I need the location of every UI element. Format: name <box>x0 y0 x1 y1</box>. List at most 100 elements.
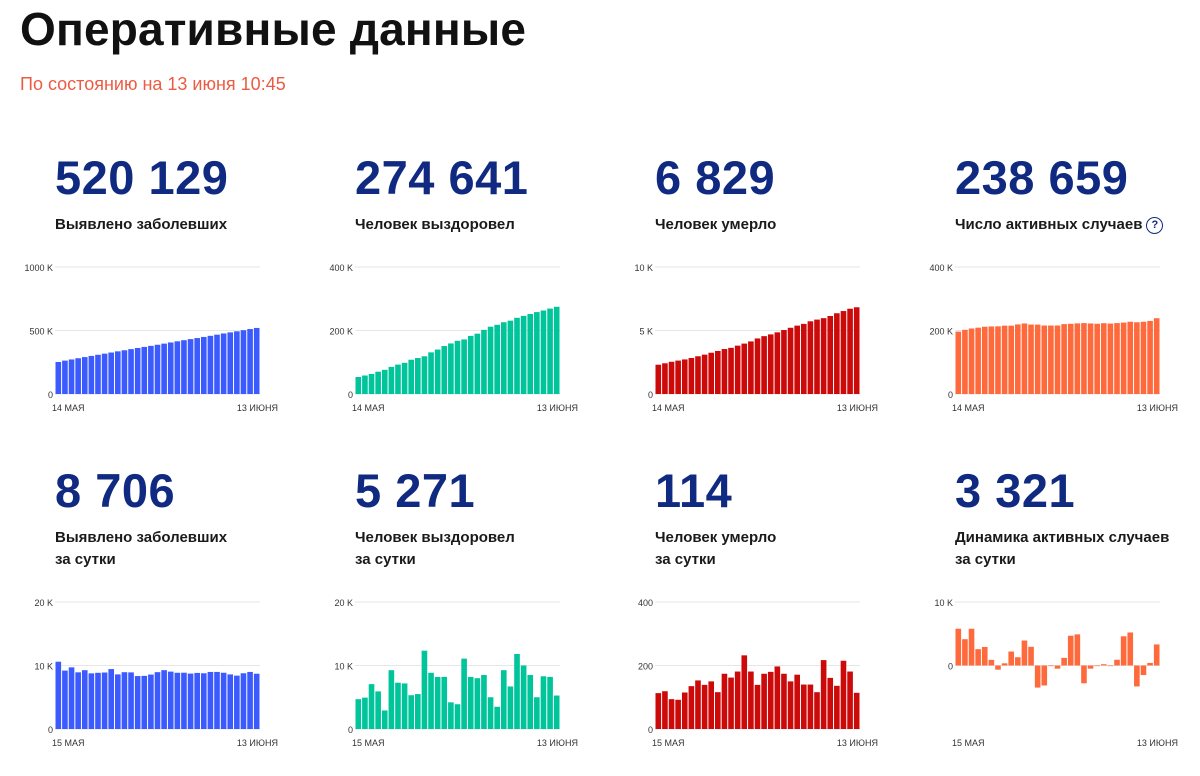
bar <box>467 335 474 394</box>
x-tick-label: 15 МАЯ <box>652 738 685 748</box>
bar <box>220 672 227 729</box>
bar <box>1061 324 1067 394</box>
bar <box>227 332 234 394</box>
bar <box>187 339 194 394</box>
bar <box>461 658 467 729</box>
bar <box>381 369 388 394</box>
bar <box>401 362 408 394</box>
bar <box>814 319 820 394</box>
bar <box>141 675 148 729</box>
stat-value: 114 <box>655 464 733 517</box>
bar <box>1107 665 1114 667</box>
bar <box>1034 665 1041 688</box>
bar <box>75 358 81 394</box>
bar <box>494 706 500 729</box>
bar <box>1048 325 1054 394</box>
bar <box>695 680 701 729</box>
bar <box>834 685 840 729</box>
x-tick-label: 14 МАЯ <box>652 403 685 413</box>
x-tick-label: 13 ИЮНЯ <box>837 738 878 748</box>
bar <box>1087 323 1094 394</box>
bar <box>827 677 834 729</box>
bar <box>761 336 767 394</box>
y-tick-label: 5 K <box>639 327 653 337</box>
bar <box>88 355 95 394</box>
bar <box>728 347 734 394</box>
bar <box>662 691 668 729</box>
bar <box>174 341 181 394</box>
bar <box>421 650 428 729</box>
bar <box>834 313 840 394</box>
bar <box>1114 659 1120 666</box>
bar <box>754 684 761 729</box>
bar <box>774 666 781 729</box>
bar <box>540 676 547 729</box>
y-tick-label: 500 K <box>29 327 53 337</box>
bar <box>1041 325 1048 394</box>
bar <box>520 315 527 394</box>
bar <box>214 334 220 394</box>
bar <box>814 692 820 729</box>
y-tick-label: 10 K <box>934 598 953 608</box>
bar <box>134 347 141 394</box>
bar <box>207 671 214 729</box>
bar <box>853 307 860 394</box>
y-tick-label: 0 <box>648 725 653 735</box>
y-tick-label: 200 K <box>329 327 353 337</box>
bar <box>695 356 701 394</box>
bar <box>461 339 467 394</box>
bar <box>701 684 708 729</box>
bar <box>448 343 454 394</box>
bar <box>1100 323 1107 394</box>
bar <box>1008 651 1015 666</box>
bar <box>774 332 781 394</box>
stat-panel-cases-total: 520 129 Выявлено заболевших 0 500 K 1000 K… <box>20 150 300 450</box>
bar <box>220 333 227 394</box>
bar <box>1140 665 1147 676</box>
bar <box>988 659 995 666</box>
stat-panel-cases-daily: 8 706 Выявлено заболевших за сутки 0 10 K 2… <box>20 463 300 763</box>
bar <box>128 672 134 729</box>
y-tick-label: 0 <box>348 390 353 400</box>
bar <box>1081 665 1087 684</box>
chart-active-daily: 0 10 K 15 МАЯ 13 ИЮНЯ <box>934 598 1178 748</box>
bar <box>234 675 240 729</box>
bar <box>507 320 514 394</box>
stat-value: 520 129 <box>55 151 229 204</box>
y-tick-label: 20 K <box>34 598 53 608</box>
bar <box>820 660 827 729</box>
bar <box>88 673 95 729</box>
chart-cases-total: 0 500 K 1000 K 14 МАЯ 13 ИЮНЯ <box>24 263 278 413</box>
bar <box>500 322 507 394</box>
stat-panel-active-daily: 3 321 Динамика активных случаев за сутки … <box>920 463 1200 763</box>
stat-label: Число активных случаев? <box>955 214 1164 236</box>
bar <box>1127 632 1134 666</box>
bar <box>655 364 662 394</box>
bar <box>741 343 748 394</box>
bar <box>1153 318 1160 394</box>
bar <box>1074 634 1081 666</box>
bar <box>1048 665 1054 667</box>
bar <box>1054 325 1061 394</box>
y-tick-label: 10 K <box>34 662 53 672</box>
bar <box>141 346 148 394</box>
x-tick-label: 13 ИЮНЯ <box>237 738 278 748</box>
x-tick-label: 14 МАЯ <box>952 403 985 413</box>
stat-label: Человек выздоровел <box>355 214 515 236</box>
bar <box>955 331 962 394</box>
bar <box>800 323 807 394</box>
bar <box>121 350 128 394</box>
question-circle-icon[interactable]: ? <box>1146 217 1164 234</box>
bar <box>781 330 787 394</box>
bar <box>1067 323 1074 394</box>
bar <box>1067 635 1074 666</box>
bar <box>415 694 421 729</box>
bar <box>715 692 721 729</box>
bar <box>227 674 234 729</box>
bar <box>988 326 995 394</box>
bar <box>1001 325 1008 394</box>
x-tick-label: 13 ИЮНЯ <box>537 738 578 748</box>
bar <box>734 345 741 394</box>
bar <box>428 352 434 394</box>
bar <box>794 674 800 729</box>
